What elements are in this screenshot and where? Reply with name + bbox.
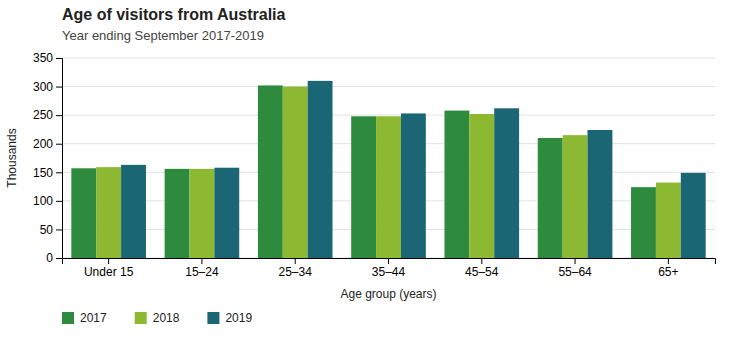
bar-group: [351, 113, 426, 258]
bar: [444, 111, 469, 258]
x-tick: 35–44: [372, 258, 406, 279]
x-tick-mark: [668, 258, 669, 264]
y-tick-mark: [56, 172, 62, 173]
legend-label: 2019: [225, 311, 252, 325]
y-tick: 150: [33, 166, 62, 180]
chart: Age of visitors from Australia Year endin…: [0, 0, 735, 340]
x-tick-mark: [201, 258, 202, 264]
bar: [189, 169, 214, 258]
y-tick-mark: [56, 87, 62, 88]
legend-item: 2019: [207, 311, 252, 325]
legend-label: 2018: [153, 311, 180, 325]
y-tick-mark: [56, 201, 62, 202]
bar: [71, 168, 96, 258]
y-tick: 250: [33, 108, 62, 122]
x-tick: Under 15: [84, 258, 134, 279]
y-tick: 200: [33, 137, 62, 151]
x-axis-label: Age group (years): [340, 287, 436, 301]
grid-line: [62, 58, 715, 59]
bar: [563, 135, 588, 258]
bar-group: [444, 108, 519, 258]
y-tick-mark: [56, 229, 62, 230]
plot: 0 50 100 150 200 250 300 350 Under 15 15–24 25–34 3…: [33, 51, 716, 278]
x-tick-label: Under 15: [84, 265, 134, 279]
x-tick: 15–24: [185, 258, 219, 279]
y-tick-label: 50: [40, 223, 54, 237]
bar: [308, 81, 333, 258]
legend-item: 2017: [62, 311, 107, 325]
bars: [71, 81, 705, 258]
x-tick-label: 55–64: [558, 265, 592, 279]
bar: [258, 85, 283, 258]
bar: [96, 167, 121, 258]
y-tick: 0: [46, 251, 62, 265]
y-tick-label: 0: [46, 251, 53, 265]
x-tick-mark: [481, 258, 482, 264]
legend: 2017 2018 2019: [62, 311, 252, 325]
x-tick: 45–54: [465, 258, 499, 279]
bar: [351, 116, 376, 258]
bar-group: [631, 173, 706, 258]
bar: [121, 165, 146, 258]
x-tick-label: 15–24: [185, 265, 219, 279]
y-tick-mark: [56, 144, 62, 145]
x-tick: 55–64: [558, 258, 592, 279]
y-tick: 350: [33, 51, 62, 65]
x-tick-mark: [108, 258, 109, 264]
y-axis-line: [56, 59, 63, 259]
bar: [283, 87, 308, 258]
y-axis-label: Thousands: [5, 128, 19, 187]
x-tick: 65+: [658, 258, 678, 279]
x-tick-mark: [295, 258, 296, 264]
y-tick-mark: [56, 58, 62, 59]
bar: [631, 187, 656, 258]
legend-swatch: [62, 312, 74, 324]
y-tick: 50: [40, 223, 62, 237]
bar: [376, 116, 401, 258]
bar-group: [71, 165, 146, 258]
grid-line: [62, 115, 715, 116]
bar: [681, 173, 706, 258]
y-axis: 0 50 100 150 200 250 300 350: [33, 51, 63, 265]
x-tick-label: 65+: [658, 265, 678, 279]
legend-swatch: [135, 312, 147, 324]
x-tick: 25–34: [279, 258, 313, 279]
x-tick-label: 45–54: [465, 265, 499, 279]
y-tick: 100: [33, 194, 62, 208]
legend-label: 2017: [80, 311, 107, 325]
bar: [656, 183, 681, 258]
x-tick-mark: [575, 258, 576, 264]
bar: [401, 113, 426, 258]
grid-line: [62, 86, 715, 87]
x-tick-label: 25–34: [279, 265, 313, 279]
bar: [588, 130, 613, 258]
bar: [494, 108, 519, 258]
y-tick-label: 150: [33, 166, 53, 180]
bar: [469, 114, 494, 258]
y-tick-label: 200: [33, 137, 53, 151]
bar-group: [165, 168, 240, 258]
y-tick-label: 300: [33, 80, 53, 94]
bar: [214, 168, 239, 258]
legend-swatch: [207, 312, 219, 324]
y-tick-mark: [56, 258, 62, 259]
grid: [62, 58, 715, 258]
y-tick-label: 100: [33, 194, 53, 208]
subtitle: Year ending September 2017-2019: [62, 28, 264, 43]
x-tick-mark: [388, 258, 389, 264]
y-tick-label: 250: [33, 108, 53, 122]
bar-group: [258, 81, 333, 258]
bar-group: [538, 130, 613, 258]
y-tick-label: 350: [33, 51, 53, 65]
y-tick: 300: [33, 80, 62, 94]
x-axis: Under 15 15–24 25–34 35–44 45–54 55–64 65+: [63, 258, 716, 279]
x-axis-line: [63, 259, 716, 265]
x-tick-label: 35–44: [372, 265, 406, 279]
bar: [538, 138, 563, 258]
legend-item: 2018: [135, 311, 180, 325]
title: Age of visitors from Australia: [62, 6, 286, 23]
y-tick-mark: [56, 115, 62, 116]
bar: [165, 169, 190, 258]
